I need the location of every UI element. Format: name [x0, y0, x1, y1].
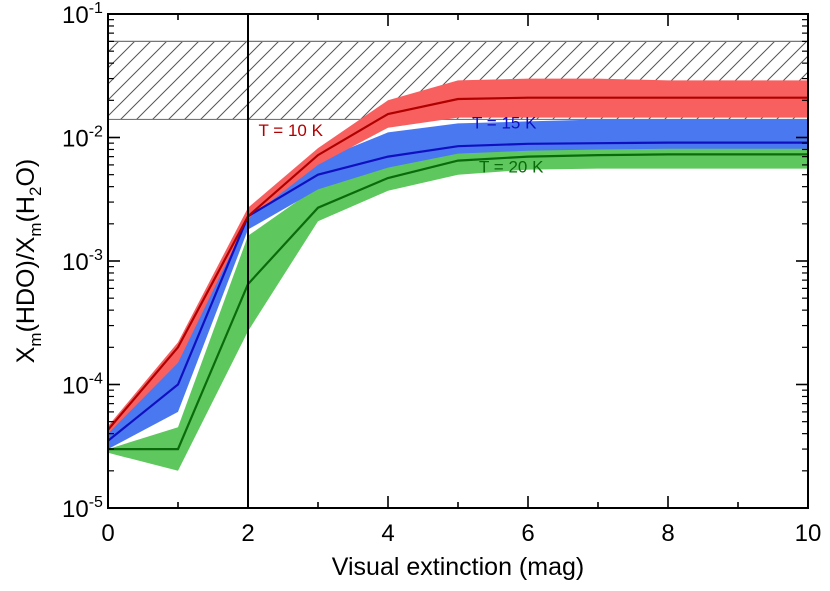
band-20k [108, 141, 808, 471]
series-line-15k [108, 141, 808, 442]
y-axis-label: Xm(HDO)/Xm(H2O) [12, 159, 45, 364]
x-tick-label: 8 [661, 520, 674, 547]
x-tick-label: 4 [381, 520, 394, 547]
series-label-10k: T = 10 K [259, 121, 324, 140]
y-tick-label: 10-5 [62, 494, 103, 523]
band-10k [108, 78, 808, 434]
y-tick-label: 10-2 [62, 124, 103, 153]
series-line-20k [108, 153, 808, 451]
x-tick-label: 0 [101, 520, 114, 547]
x-axis-label: Visual extinction (mag) [332, 553, 584, 581]
band-15k [108, 119, 808, 450]
x-tick-label: 10 [795, 520, 822, 547]
y-tick-label: 10-4 [62, 371, 103, 400]
series-line-10k [108, 96, 808, 431]
y-tick-label: 10-1 [62, 0, 103, 29]
series-label-15k: T = 15 K [472, 114, 537, 133]
series-label-20k: T = 20 K [479, 158, 544, 177]
x-tick-label: 2 [241, 520, 254, 547]
y-tick-label: 10-3 [62, 247, 103, 276]
x-tick-label: 6 [521, 520, 534, 547]
